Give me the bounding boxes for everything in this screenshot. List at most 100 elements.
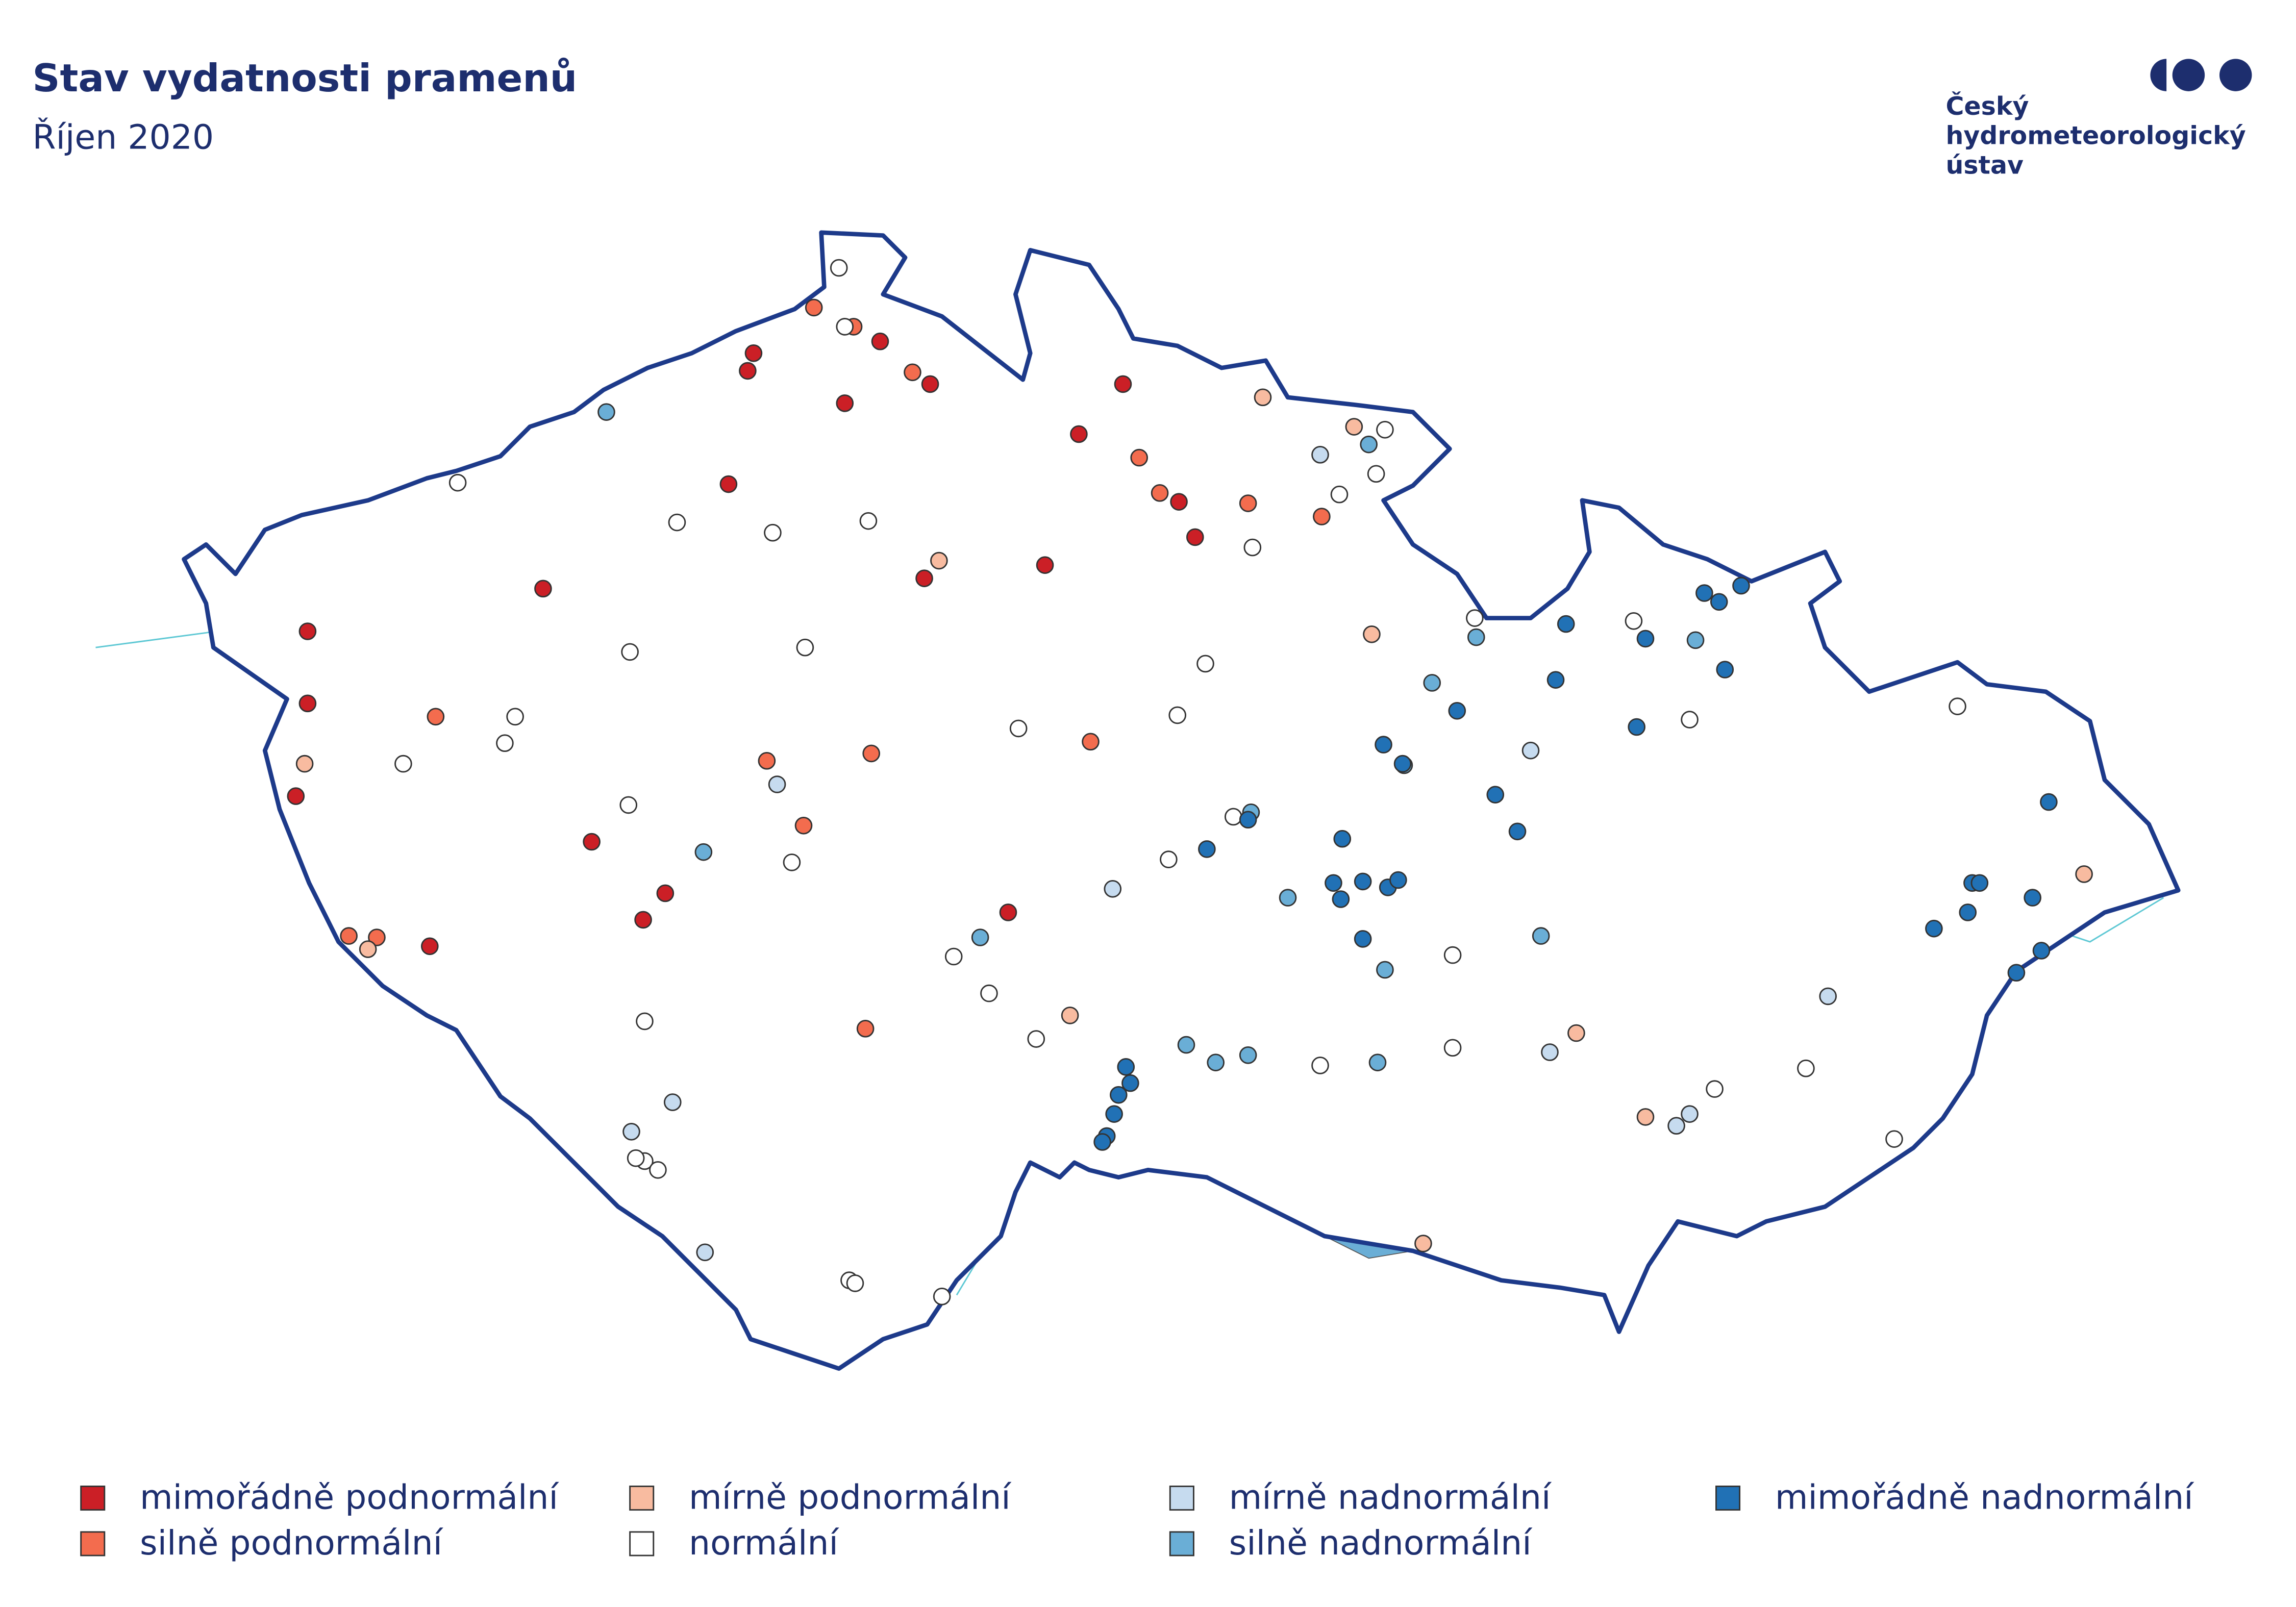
station [619, 796, 638, 814]
station [764, 523, 782, 542]
station [1093, 1133, 1111, 1151]
station [1170, 493, 1188, 511]
station [1196, 655, 1214, 673]
station [427, 708, 445, 726]
station [1104, 880, 1122, 898]
station [1082, 733, 1100, 751]
station [534, 580, 552, 598]
station [1254, 388, 1272, 407]
station [1354, 872, 1372, 891]
station [1819, 987, 1837, 1006]
station [1368, 1053, 1387, 1071]
station [1686, 631, 1705, 649]
station [1970, 874, 1989, 892]
station [871, 332, 889, 350]
station [1375, 736, 1392, 754]
station [1710, 593, 1728, 611]
station [1681, 1105, 1699, 1123]
station [1636, 1108, 1655, 1126]
legend-swatch [80, 1531, 106, 1556]
station [1345, 418, 1363, 436]
legend-swatch [629, 1486, 655, 1511]
station [1541, 1043, 1559, 1061]
station [1160, 850, 1178, 868]
station [830, 259, 848, 277]
station [1521, 741, 1540, 760]
station [1376, 961, 1394, 979]
station [999, 903, 1017, 921]
country-map [95, 233, 2179, 1369]
station [915, 569, 933, 587]
station [805, 298, 823, 317]
station [663, 1093, 682, 1111]
station [448, 473, 467, 492]
station [846, 1274, 864, 1292]
station [2075, 865, 2093, 883]
station [1532, 927, 1550, 945]
station [1393, 755, 1412, 773]
station [1114, 375, 1132, 393]
station [627, 1149, 645, 1167]
station [1207, 1053, 1225, 1071]
logo-mark [2219, 59, 2252, 91]
legend-swatch [629, 1531, 655, 1556]
station [1311, 446, 1329, 464]
station [2024, 889, 2041, 907]
station [971, 928, 989, 946]
station [1177, 1036, 1195, 1054]
station [421, 937, 439, 956]
station [1151, 484, 1169, 502]
state-border [184, 233, 2179, 1369]
station [1628, 718, 1645, 736]
station [1797, 1059, 1815, 1077]
station [496, 734, 514, 752]
station [1325, 874, 1342, 892]
station [1239, 1046, 1257, 1064]
station [1716, 661, 1734, 679]
legend-label: silně nadnormální [1229, 1523, 1533, 1563]
station [862, 744, 880, 763]
station [1414, 1235, 1432, 1252]
logo: Český hydrometeorologický ústav [1945, 59, 2252, 180]
station [1121, 1074, 1139, 1092]
station [1070, 425, 1088, 443]
station [1546, 671, 1565, 689]
station [2032, 942, 2051, 960]
station [944, 947, 963, 966]
station [1467, 628, 1485, 646]
station [783, 853, 801, 871]
station [1466, 609, 1484, 627]
station [1486, 786, 1505, 804]
station [1423, 674, 1441, 692]
legend-label: normální [689, 1523, 839, 1563]
station [622, 1122, 640, 1141]
station [359, 940, 377, 958]
station [2040, 793, 2058, 811]
station [1036, 556, 1054, 574]
station [1117, 1058, 1135, 1076]
station [1243, 538, 1262, 557]
station [1949, 697, 1966, 715]
station [744, 344, 763, 362]
station [933, 1288, 951, 1305]
title: Stav vydatnosti pramenů [32, 56, 577, 101]
station [1186, 528, 1204, 546]
station [758, 752, 776, 770]
station [583, 833, 601, 851]
station [656, 884, 675, 902]
station [836, 318, 854, 336]
legend-label: mimořádně podnormální [140, 1477, 559, 1517]
logo-text: hydrometeorologický [1945, 121, 2245, 150]
station [859, 512, 878, 530]
station [1443, 946, 1462, 964]
station [1959, 903, 1977, 921]
station [1389, 871, 1407, 889]
station [1625, 612, 1643, 630]
station [1376, 421, 1394, 439]
station [794, 816, 813, 835]
station [904, 363, 921, 382]
logo-mark [2150, 59, 2167, 91]
legend-label: silně podnormální [140, 1523, 444, 1563]
